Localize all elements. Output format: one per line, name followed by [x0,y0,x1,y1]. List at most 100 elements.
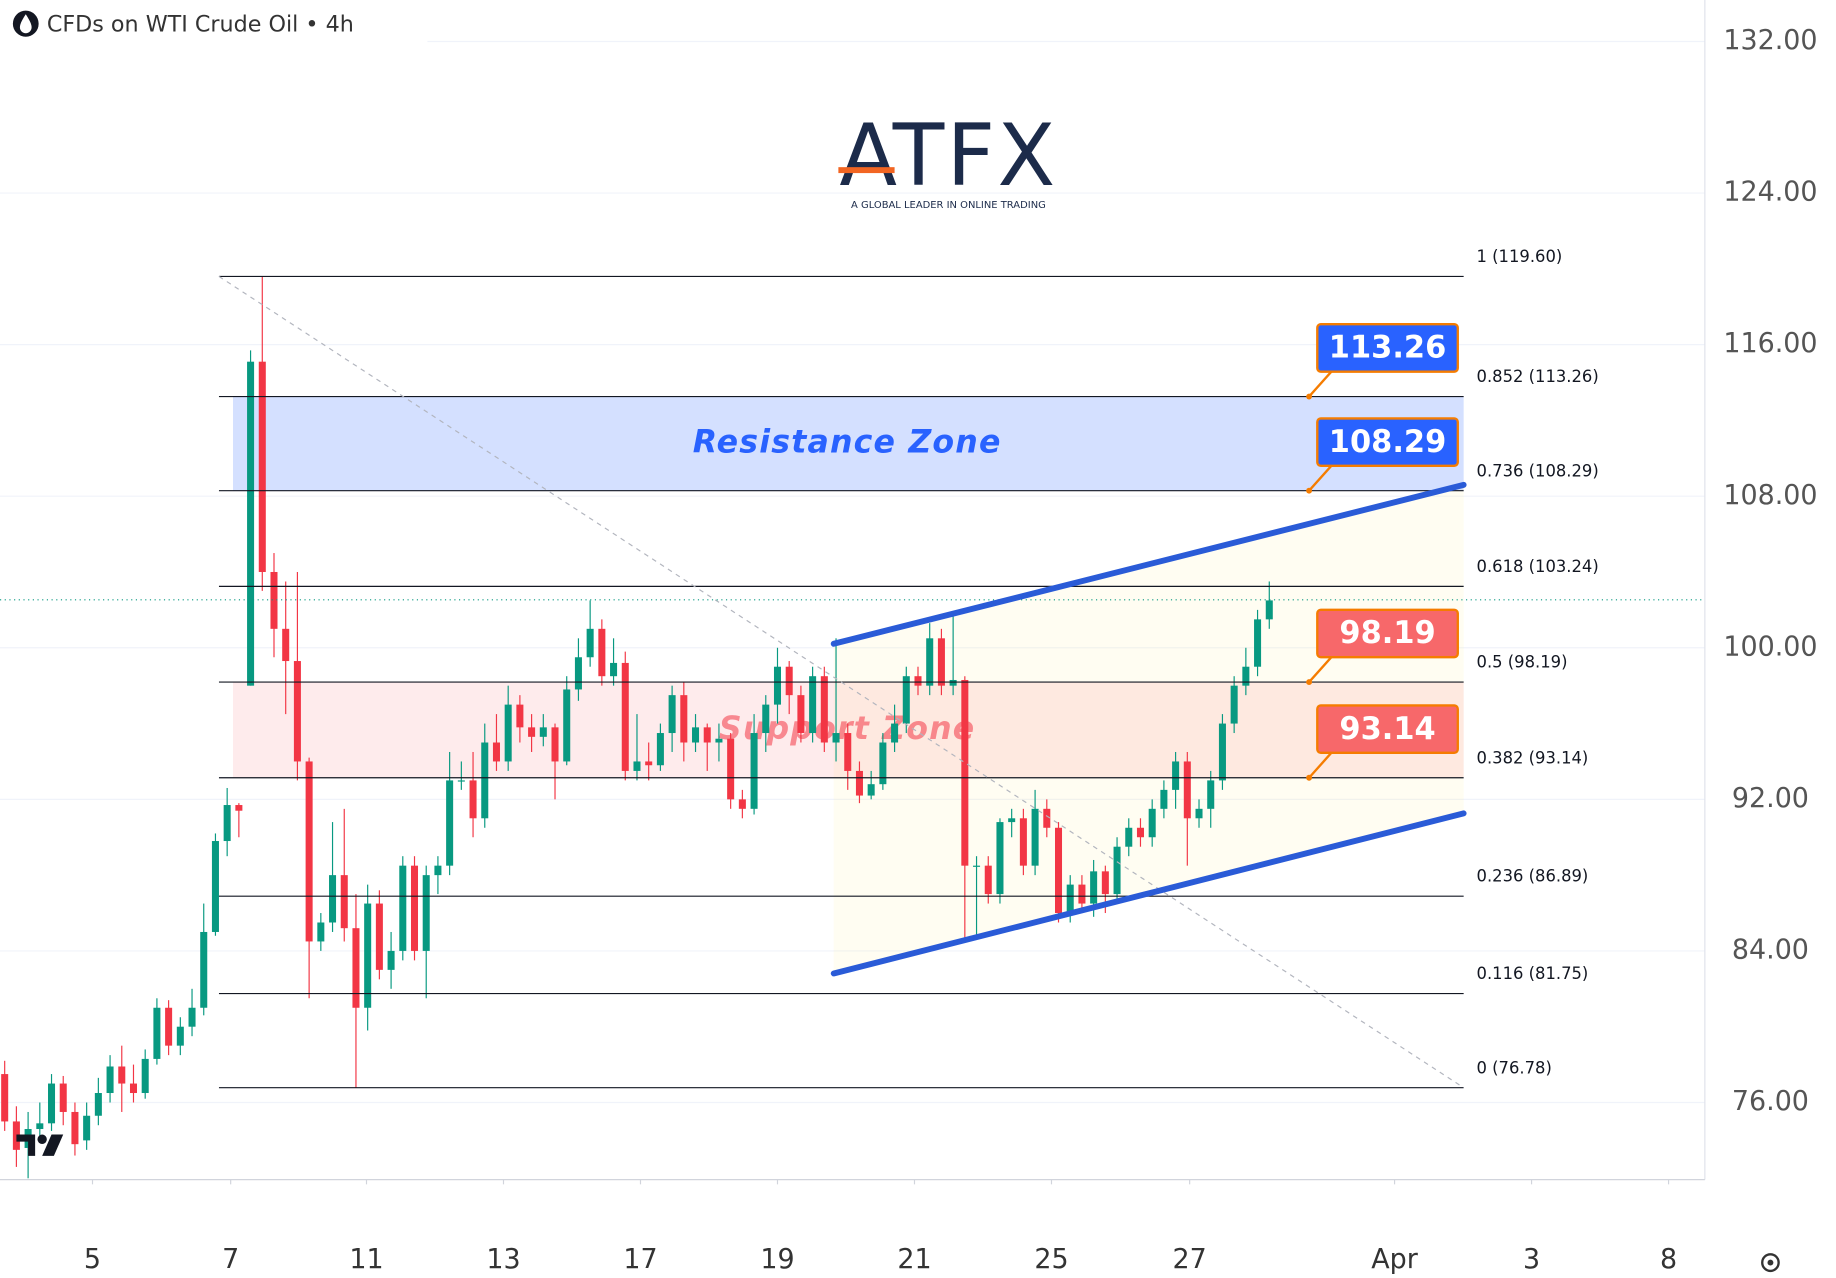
candle-body [563,689,571,762]
candle-body [1101,871,1109,895]
candle-body [36,1123,44,1130]
candle-body [492,742,500,762]
callout-box [1316,608,1459,659]
candle-body [1183,761,1191,819]
candle-body [434,865,442,876]
candle-body [668,695,676,734]
candle-body [223,805,231,842]
y-tick-label: 100.00 [1723,631,1817,662]
candle-body [375,903,383,970]
candle-body [574,657,582,690]
candle-body [539,727,547,737]
x-tick-label: 13 [486,1244,520,1275]
candle-body [469,780,477,819]
y-tick-label: 92.00 [1732,783,1809,814]
x-tick-label: 3 [1523,1244,1540,1275]
candle-body [1008,818,1016,823]
candle-body [832,733,840,743]
candle-body [633,761,641,771]
candle-body [1230,685,1238,724]
candle-body [481,742,489,819]
candle-body [352,928,360,1008]
candle-body [797,695,805,734]
candle-body [1218,723,1226,781]
fib-label: 0.236 (86.89) [1477,867,1589,886]
fib-label: 0.5 (98.19) [1477,653,1568,672]
gear-center[interactable] [1767,1259,1774,1266]
tv-logo-part [16,1134,36,1156]
candles-layer [1,276,1273,1179]
callout-label: 93.14 [1339,712,1435,747]
candle-body [680,695,688,743]
callout-label: 113.26 [1329,331,1446,366]
x-tick-label: Apr [1371,1244,1418,1275]
callout-label: 98.19 [1339,616,1435,651]
candle-body [1172,761,1180,790]
candle-body [364,903,372,1008]
settings-icon[interactable] [1761,1253,1780,1273]
candle-body [399,865,407,951]
candle-body [750,733,758,809]
candle-body [656,733,664,766]
candle-body [387,950,395,970]
candle-body [785,666,793,696]
candle-body [738,799,746,809]
fib-label: 1 (119.60) [1477,247,1563,266]
tv-logo-part [42,1134,64,1156]
candle-body [71,1111,79,1145]
candle-body [83,1115,91,1141]
candle-body [809,676,817,734]
callout-pointer [1308,370,1333,398]
candle-body [270,571,278,629]
candle-body [867,784,875,796]
candle-body [48,1083,56,1124]
candle-body [528,727,536,737]
candle-body [984,865,992,895]
candle-body [1054,827,1063,914]
zone-label: Resistance Zone [693,422,1002,460]
y-tick-label: 124.00 [1723,176,1817,207]
candle-body [937,638,945,686]
candle-body [692,727,700,743]
candle-body [1125,827,1133,847]
candle-body [855,770,863,796]
y-tick-label: 84.00 [1732,934,1809,965]
candle-body [844,733,852,771]
candle-body [340,875,348,929]
callout-pointer [1308,656,1333,683]
fib-trend-line [218,275,1464,1089]
callout-pointer [1308,752,1333,779]
candle-body [1019,818,1027,866]
candle-body [703,727,711,743]
candle-body [410,865,419,951]
candle-body [1195,808,1203,819]
callout-box [1316,704,1459,755]
candle-body [1254,619,1262,667]
logo-accent [838,167,895,174]
candle-body [727,738,735,800]
candle-body [457,780,465,782]
candle-body [914,676,922,686]
x-tick-label: 21 [897,1244,931,1275]
zone [233,396,1464,491]
candle-body [973,865,981,867]
candle-body [1090,871,1098,904]
candle-body [949,679,957,686]
candle-body [106,1066,114,1094]
candle-body [305,761,313,942]
gear-ring[interactable] [1761,1253,1780,1273]
candle-body [293,661,301,762]
logo-tagline: A GLOBAL LEADER IN ONLINE TRADING [851,200,1046,211]
candle-body [516,704,524,728]
candle-body [235,805,243,811]
candle-body [961,679,969,866]
fib-label: 0.116 (81.75) [1477,964,1589,983]
candle-body [1265,600,1273,620]
candle-body [1031,808,1039,866]
candle-body [586,628,594,658]
y-tick-label: 76.00 [1732,1086,1809,1117]
x-tick-label: 17 [623,1244,657,1275]
